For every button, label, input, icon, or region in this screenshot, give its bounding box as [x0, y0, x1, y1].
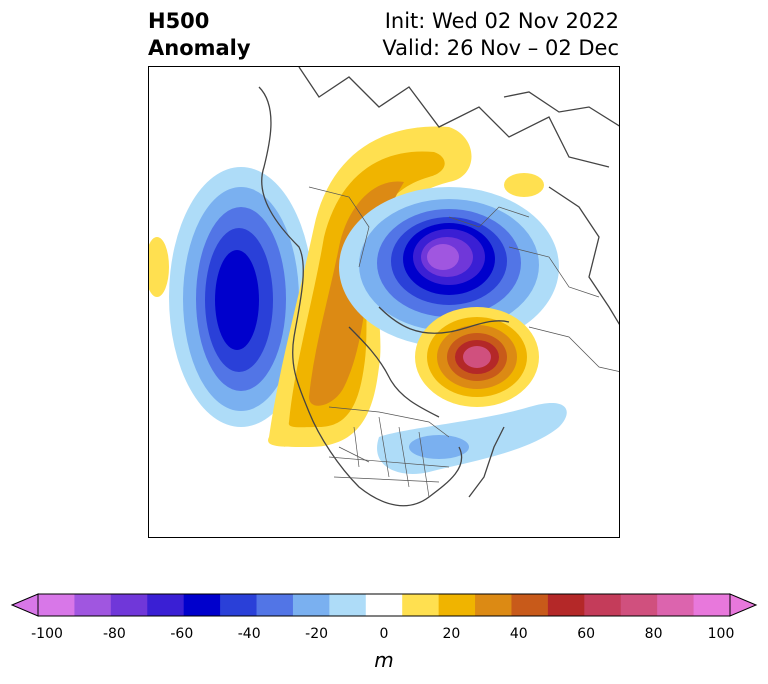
colorbar-segment	[292, 594, 330, 616]
coastlines	[258, 67, 619, 507]
map-canvas	[149, 67, 619, 507]
colorbar-segment	[657, 594, 695, 616]
colorbar-segment	[584, 594, 622, 616]
colorbar-tick-label: 100	[707, 626, 735, 642]
colorbar-unit: m	[374, 648, 394, 672]
colorbar-segment	[183, 594, 221, 616]
title-type: Anomaly	[148, 36, 251, 60]
colorbar-tick-label: -80	[102, 626, 126, 642]
colorbar-extend-low	[10, 593, 39, 617]
colorbar-segment	[693, 594, 731, 616]
colorbar-tick-label: 20	[442, 626, 461, 642]
atlantic-ridge	[415, 307, 539, 407]
colorbar-extend-high	[729, 593, 758, 617]
colorbar-segment	[547, 594, 585, 616]
eastern-trough	[377, 402, 567, 474]
colorbar-segment	[256, 594, 294, 616]
colorbar-tick-label: -60	[170, 626, 194, 642]
colorbar	[10, 593, 758, 617]
colorbar-frame	[37, 593, 731, 617]
colorbar-tick-label: -40	[237, 626, 261, 642]
colorbar-segment	[329, 594, 367, 616]
colorbar-segment	[475, 594, 512, 616]
colorbar-tick-label: 0	[379, 626, 389, 642]
colorbar-segment	[438, 594, 476, 616]
colorbar-tick-label: 60	[577, 626, 596, 642]
map-title: H500 Anomaly	[148, 8, 251, 62]
colorbar-segment	[110, 594, 148, 616]
valid-period: Valid: 26 Nov – 02 Dec	[382, 36, 619, 60]
arctic-trough	[339, 187, 559, 347]
colorbar-segment	[38, 594, 75, 616]
colorbar-segment	[511, 594, 549, 616]
colorbar-tick-label: 40	[509, 626, 528, 642]
colorbar-segment	[74, 594, 112, 616]
run-info: Init: Wed 02 Nov 2022 Valid: 26 Nov – 02…	[382, 8, 619, 62]
colorbar-segment	[620, 594, 658, 616]
colorbar-tick-label: -20	[305, 626, 329, 642]
colorbar-segment	[365, 594, 403, 616]
colorbar-segment	[147, 594, 185, 616]
pacific-trough	[169, 167, 313, 427]
colorbar-segment	[402, 594, 440, 616]
colorbar-segment	[220, 594, 258, 616]
anomaly-map	[148, 66, 620, 538]
title-variable: H500	[148, 9, 210, 33]
colorbar-tick-label: 80	[644, 626, 663, 642]
country-borders	[308, 186, 619, 498]
init-time: Init: Wed 02 Nov 2022	[384, 9, 619, 33]
colorbar-tick-label: -100	[31, 626, 63, 642]
